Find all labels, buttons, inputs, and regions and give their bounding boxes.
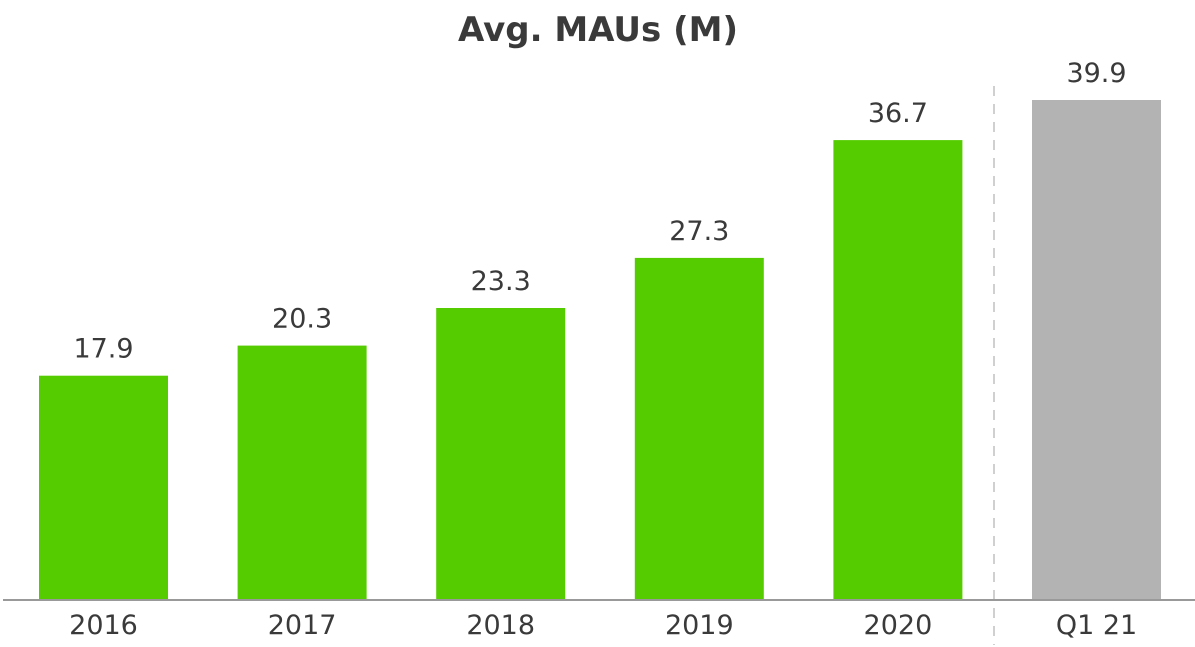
bar-2019: [634, 257, 764, 600]
x-tick-label-2017: 2017: [268, 610, 337, 641]
bar-2020: [833, 140, 963, 600]
value-label-2019: 27.3: [669, 216, 729, 247]
bar-2018: [436, 308, 566, 600]
x-tick-label-2020: 2020: [864, 610, 933, 641]
x-tick-label-q1-21: Q1 21: [1056, 610, 1137, 641]
x-tick-label-2016: 2016: [69, 610, 138, 641]
bar-2017: [237, 345, 367, 600]
value-label-2020: 36.7: [868, 98, 928, 129]
labels-group: 17.9 2016 20.3 2017 23.3 2018 27.3 2019 36.7 2020…: [69, 58, 1137, 641]
value-label-2016: 17.9: [73, 334, 133, 365]
chart-title: Avg. MAUs (M): [458, 10, 738, 50]
bar-q1-21: [1032, 100, 1161, 600]
value-label-2018: 23.3: [471, 266, 531, 297]
x-tick-label-2019: 2019: [665, 610, 734, 641]
value-label-2017: 20.3: [272, 304, 332, 335]
value-label-q1-21: 39.9: [1066, 58, 1126, 89]
bars-group: [39, 100, 1161, 600]
bar-2016: [39, 375, 168, 600]
x-tick-label-2018: 2018: [466, 610, 535, 641]
